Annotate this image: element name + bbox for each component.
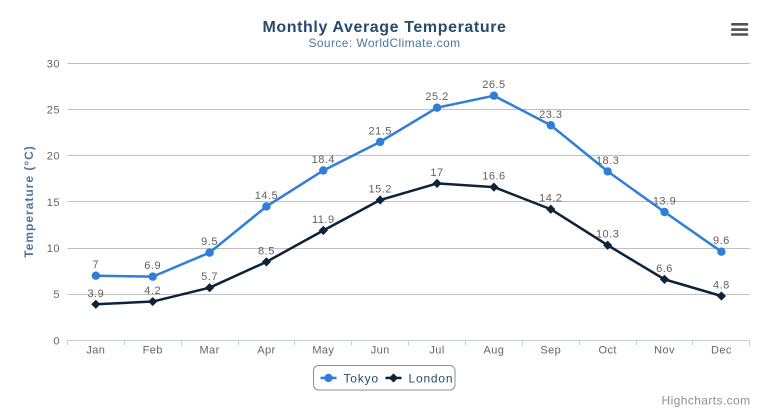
svg-text:17: 17	[430, 167, 443, 179]
svg-text:0: 0	[53, 335, 60, 347]
svg-text:Temperature (°C): Temperature (°C)	[22, 145, 36, 258]
svg-text:8.5: 8.5	[258, 245, 275, 257]
svg-text:7: 7	[93, 259, 100, 271]
svg-text:21.5: 21.5	[368, 125, 391, 137]
svg-text:Jul: Jul	[429, 345, 444, 357]
svg-text:18.4: 18.4	[312, 154, 335, 166]
svg-text:10.3: 10.3	[596, 229, 619, 241]
svg-text:14.2: 14.2	[539, 193, 562, 205]
svg-text:Aug: Aug	[484, 345, 505, 357]
svg-text:5.7: 5.7	[201, 271, 218, 283]
svg-text:10: 10	[47, 243, 60, 255]
svg-text:3.9: 3.9	[87, 288, 104, 300]
svg-text:25: 25	[47, 105, 60, 117]
svg-text:Feb: Feb	[143, 345, 163, 357]
svg-text:May: May	[312, 345, 334, 357]
svg-text:13.9: 13.9	[653, 196, 676, 208]
svg-text:Jan: Jan	[86, 345, 105, 357]
svg-text:14.5: 14.5	[255, 190, 278, 202]
svg-text:18.3: 18.3	[596, 155, 619, 167]
svg-text:4.2: 4.2	[144, 285, 161, 297]
svg-text:Nov: Nov	[654, 345, 675, 357]
svg-text:Sep: Sep	[540, 345, 561, 357]
svg-text:4.8: 4.8	[713, 280, 730, 292]
svg-text:26.5: 26.5	[482, 79, 505, 91]
svg-text:5: 5	[53, 289, 60, 301]
svg-text:15.2: 15.2	[368, 184, 391, 196]
svg-text:15: 15	[47, 197, 60, 209]
svg-text:16.6: 16.6	[482, 171, 505, 183]
svg-text:30: 30	[47, 58, 60, 70]
svg-text:6.9: 6.9	[144, 260, 161, 272]
svg-text:Mar: Mar	[199, 345, 219, 357]
svg-text:Oct: Oct	[599, 345, 617, 357]
svg-text:Highcharts.com: Highcharts.com	[662, 394, 751, 408]
svg-text:20: 20	[47, 151, 60, 163]
svg-text:25.2: 25.2	[425, 91, 448, 103]
svg-text:Apr: Apr	[257, 345, 275, 357]
svg-text:6.6: 6.6	[656, 263, 673, 275]
svg-text:Tokyo: Tokyo	[344, 371, 379, 385]
svg-text:9.6: 9.6	[713, 235, 730, 247]
svg-text:9.5: 9.5	[201, 236, 218, 248]
svg-text:London: London	[409, 371, 454, 385]
svg-text:Source: WorldClimate.com: Source: WorldClimate.com	[308, 36, 460, 50]
svg-text:Monthly Average Temperature: Monthly Average Temperature	[262, 19, 506, 36]
svg-text:Jun: Jun	[371, 345, 390, 357]
svg-text:Dec: Dec	[711, 345, 732, 357]
svg-text:11.9: 11.9	[312, 214, 335, 226]
svg-text:23.3: 23.3	[539, 109, 562, 121]
